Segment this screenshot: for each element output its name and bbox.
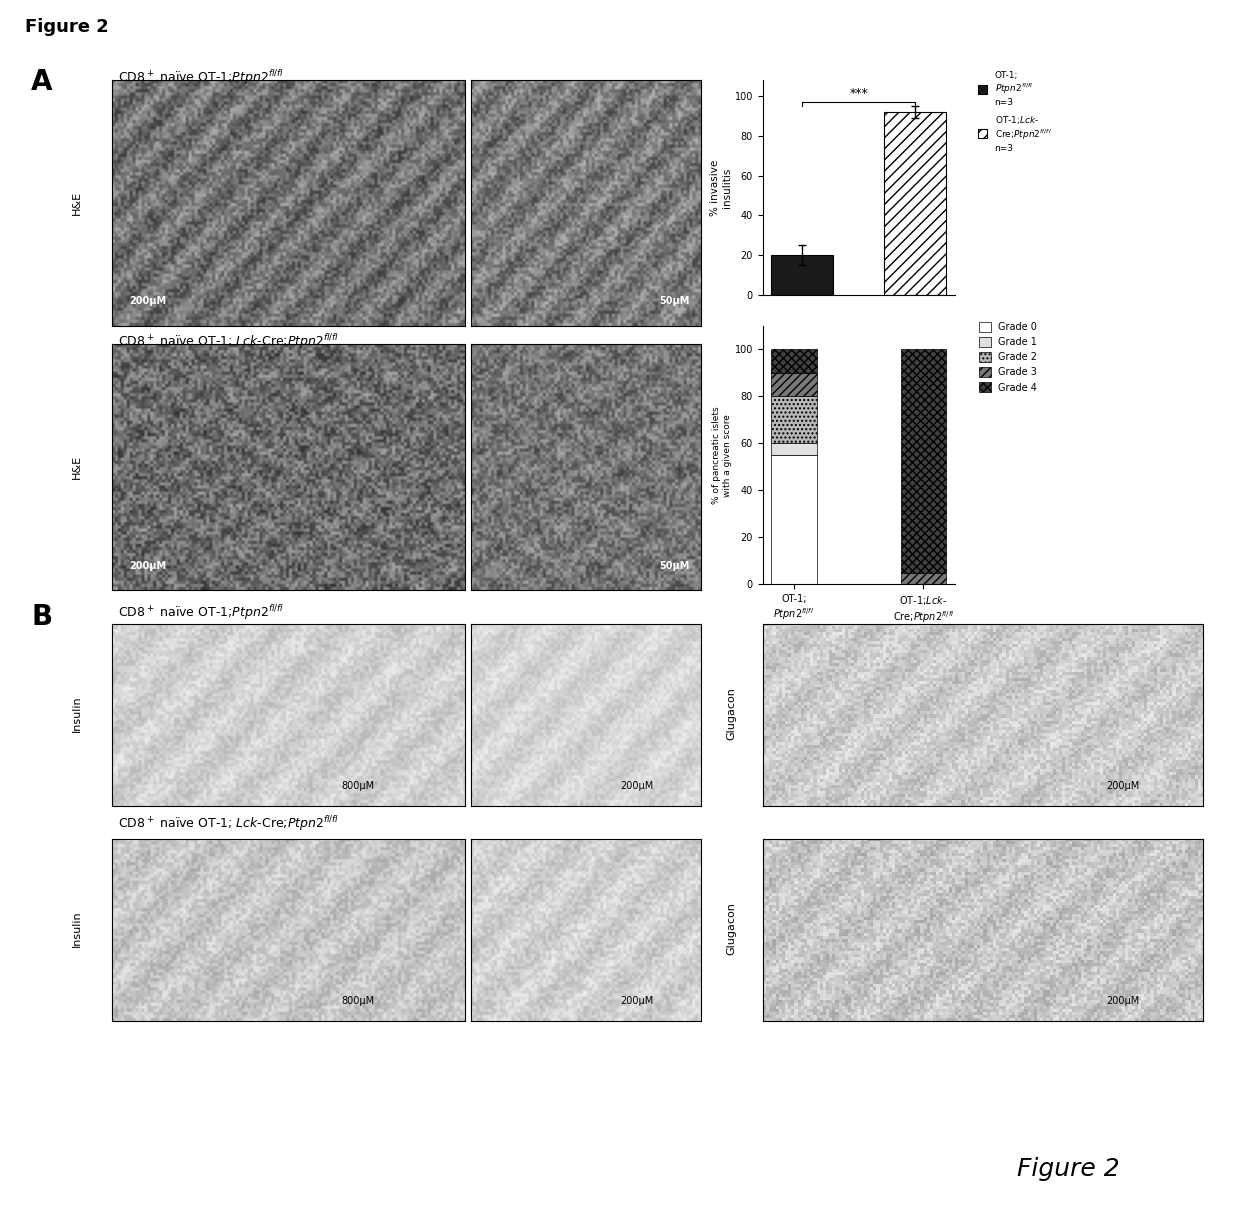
Legend: OT-1;
$\it{Ptpn2}$$^{fl/fl}$
n=3, OT-1;$\it{Lck}$-
Cre;$\it{Ptpn2}$$^{fl/fl}$
n=: OT-1; $\it{Ptpn2}$$^{fl/fl}$ n=3, OT-1;$…: [975, 68, 1055, 156]
Text: 200μM: 200μM: [129, 296, 166, 306]
Text: CD8$^+$ naïve OT-1; $\it{Lck}$-Cre;$\it{Ptpn2}$$^{fl/fl}$: CD8$^+$ naïve OT-1; $\it{Lck}$-Cre;$\it{…: [118, 814, 340, 833]
Bar: [771, 349, 817, 373]
Text: Insulin: Insulin: [72, 695, 82, 732]
Text: 800μM: 800μM: [341, 996, 374, 1006]
Bar: [900, 349, 946, 572]
Text: 800μM: 800μM: [341, 781, 374, 791]
Bar: [771, 256, 833, 295]
Bar: [771, 455, 817, 584]
Text: Figure 2: Figure 2: [1017, 1156, 1120, 1181]
Bar: [771, 443, 817, 455]
Text: 50μM: 50μM: [658, 561, 689, 571]
Text: 200μM: 200μM: [129, 561, 166, 571]
Bar: [771, 373, 817, 396]
Text: 200μM: 200μM: [620, 781, 653, 791]
Text: 200μM: 200μM: [1106, 996, 1140, 1006]
Text: A: A: [31, 68, 52, 96]
Bar: [884, 112, 946, 295]
Text: Glugacon: Glugacon: [727, 903, 737, 954]
Text: Figure 2: Figure 2: [25, 18, 109, 37]
Y-axis label: % of pancreatic islets
with a given score: % of pancreatic islets with a given scor…: [712, 406, 732, 504]
Text: ***: ***: [849, 87, 868, 100]
Text: H&E: H&E: [72, 455, 82, 480]
Text: 200μM: 200μM: [620, 996, 653, 1006]
Text: Insulin: Insulin: [72, 910, 82, 947]
Legend: Grade 0, Grade 1, Grade 2, Grade 3, Grade 4: Grade 0, Grade 1, Grade 2, Grade 3, Grad…: [975, 317, 1042, 396]
Text: CD8$^+$ naïve OT-1;$\it{Ptpn2}$$^{fl/fl}$: CD8$^+$ naïve OT-1;$\it{Ptpn2}$$^{fl/fl}…: [118, 603, 284, 621]
Text: 200μM: 200μM: [1106, 781, 1140, 791]
Y-axis label: % invasive
insulitis: % invasive insulitis: [711, 160, 732, 215]
Text: B: B: [31, 603, 52, 631]
Text: H&E: H&E: [72, 191, 82, 215]
Text: CD8$^+$ naïve OT-1;$\it{Ptpn2}$$^{fl/fl}$: CD8$^+$ naïve OT-1;$\it{Ptpn2}$$^{fl/fl}…: [118, 68, 284, 86]
Bar: [771, 396, 817, 443]
Text: Glugacon: Glugacon: [727, 688, 737, 739]
Text: 50μM: 50μM: [658, 296, 689, 306]
Bar: [900, 572, 946, 584]
Text: CD8$^+$ naïve OT-1; $\it{Lck}$-Cre;$\it{Ptpn2}$$^{fl/fl}$: CD8$^+$ naïve OT-1; $\it{Lck}$-Cre;$\it{…: [118, 332, 340, 351]
